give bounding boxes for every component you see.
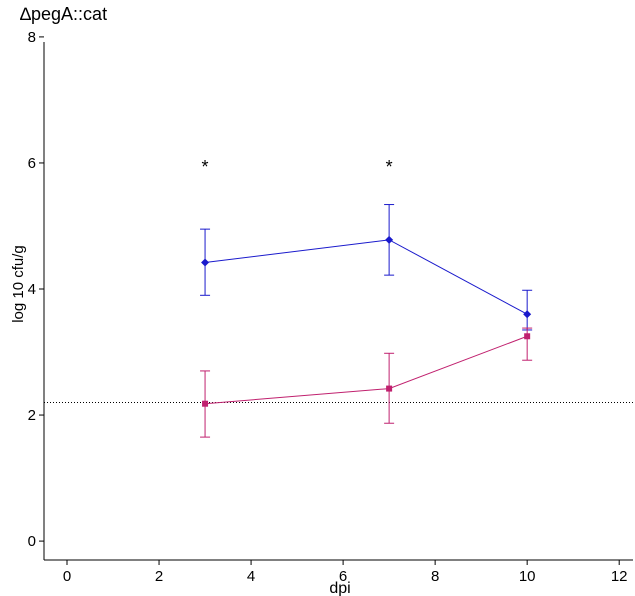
- series-lines-layer: [204, 239, 528, 405]
- axes: 0 2 4 6 8 10 12 0 2 4 6 8: [28, 29, 633, 585]
- x-tick-label: 8: [431, 568, 439, 585]
- x-tick-label: 10: [519, 568, 536, 585]
- y-tick-label: 8: [28, 29, 36, 46]
- y-tick-label: 2: [28, 407, 36, 424]
- data-point: [523, 310, 532, 319]
- y-tick-label: 6: [28, 155, 36, 172]
- x-tick-label: 0: [63, 568, 71, 585]
- data-point: [385, 235, 394, 244]
- points-layer: [201, 235, 532, 407]
- annotations-layer: * *: [202, 157, 393, 177]
- y-tick-label: 0: [28, 533, 36, 550]
- y-axis-label: log 10 cfu/g: [10, 245, 27, 323]
- y-tick-label: 4: [28, 281, 36, 298]
- x-tick-label: 2: [155, 568, 163, 585]
- data-point: [202, 400, 209, 407]
- chart-title: ∆pegA::cat: [20, 4, 108, 24]
- significance-marker: *: [202, 157, 209, 177]
- x-tick-label: 6: [339, 568, 347, 585]
- data-point: [524, 333, 531, 340]
- significance-marker: *: [386, 157, 393, 177]
- x-tick-label: 4: [247, 568, 255, 585]
- series-line: [204, 239, 528, 315]
- x-axis-label: dpi: [329, 580, 350, 596]
- data-point: [201, 258, 210, 267]
- x-tick-label: 12: [611, 568, 628, 585]
- series-line: [205, 335, 528, 405]
- data-point: [386, 385, 393, 392]
